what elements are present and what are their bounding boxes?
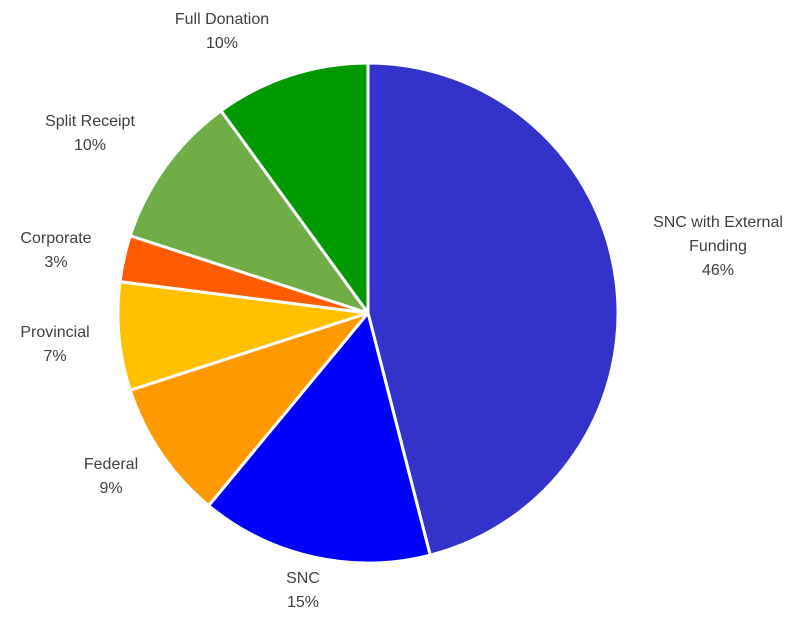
slice-category-label: Federal xyxy=(84,456,138,473)
slice-label-federal: Federal 9% xyxy=(84,456,138,497)
slice-label-full-donation: Full Donation 10% xyxy=(175,11,269,52)
slice-percent-label: 10% xyxy=(74,137,106,154)
slice-label-provincial: Provincial 7% xyxy=(20,324,89,365)
slice-category-label: Funding xyxy=(689,238,747,255)
slice-label-snc-with-external-funding: SNC with External Funding 46% xyxy=(653,214,783,279)
pie-slice-split-receipt xyxy=(128,109,370,315)
slice-category-label: Corporate xyxy=(20,230,91,247)
slice-percent-label: 46% xyxy=(702,262,734,279)
slice-category-label: Provincial xyxy=(20,324,89,341)
slice-label-corporate: Corporate 3% xyxy=(20,230,91,271)
slice-percent-label: 15% xyxy=(287,594,319,611)
slice-category-label: SNC with External xyxy=(653,214,783,231)
slice-category-label: SNC xyxy=(286,570,320,587)
slice-percent-label: 10% xyxy=(206,35,238,52)
pie-slice-snc xyxy=(207,311,432,565)
slice-label-split-receipt: Split Receipt 10% xyxy=(45,113,135,154)
pie-slice-snc-with-external-funding xyxy=(366,61,620,557)
slice-label-snc: SNC 15% xyxy=(286,570,320,611)
slice-category-label: Split Receipt xyxy=(45,113,135,130)
pie-slice-federal xyxy=(128,311,370,508)
pie-slices xyxy=(116,61,620,565)
slice-percent-label: 3% xyxy=(44,254,67,271)
pie-labels: SNC with External Funding 46% SNC 15% Federal… xyxy=(20,11,783,611)
slice-percent-label: 7% xyxy=(43,348,66,365)
slice-percent-label: 9% xyxy=(99,480,122,497)
pie-slice-full-donation xyxy=(219,61,370,315)
pie-slice-provincial xyxy=(116,280,370,392)
slice-category-label: Full Donation xyxy=(175,11,269,28)
